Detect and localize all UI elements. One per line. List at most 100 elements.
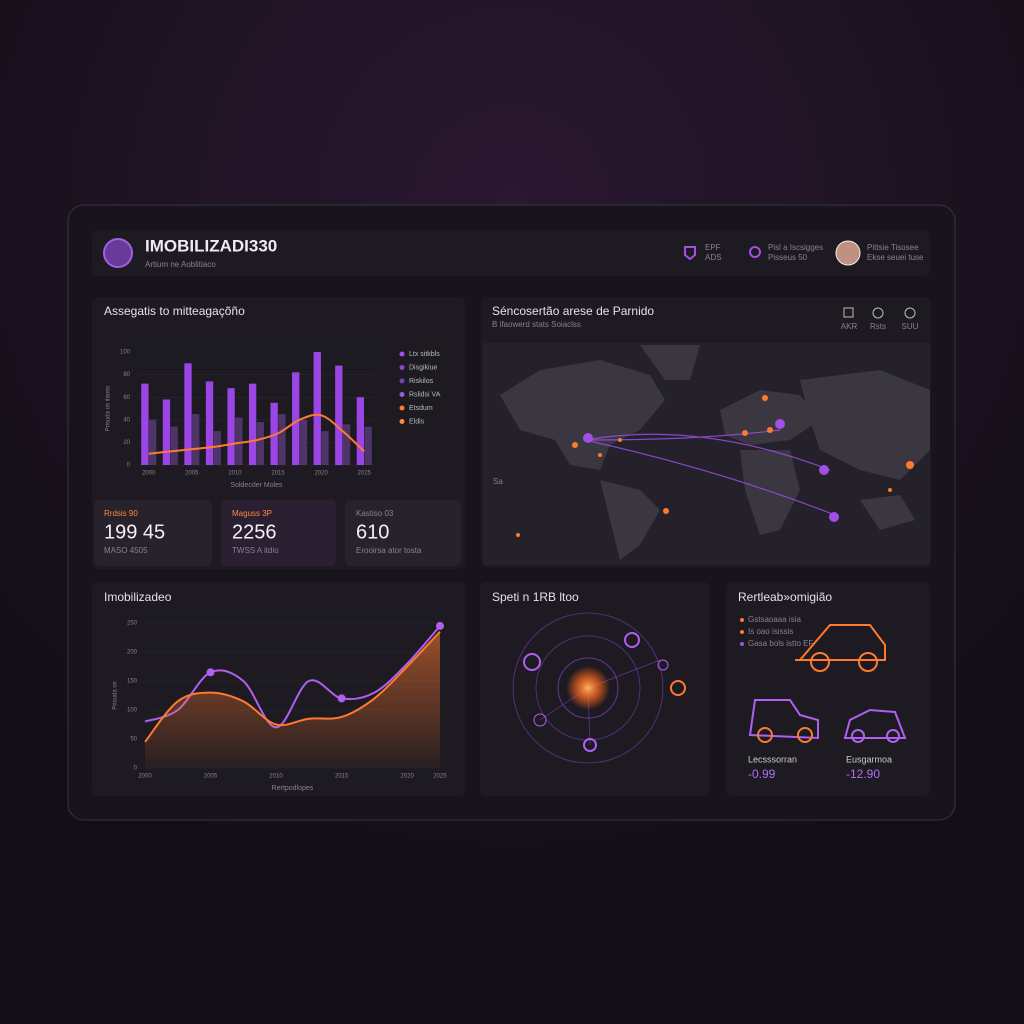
continent [640, 345, 700, 380]
point [436, 621, 444, 630]
bar [162, 399, 171, 465]
header-item: Ekse seuei tuse [867, 253, 924, 262]
panel-title: Assegatis to mitteagaçõño [104, 304, 245, 318]
hotspots [516, 395, 914, 537]
y-tick-label: 150 [127, 679, 138, 685]
y-tick-label: 100 [127, 708, 138, 714]
y-tick-label: 100 [120, 350, 131, 356]
user-avatar[interactable] [835, 240, 861, 266]
metric-label: Eusgarmoa [846, 754, 892, 764]
stat-value: 2256 [232, 521, 277, 543]
panel-title: Rertleab»omigião [738, 590, 832, 604]
stat-label: Maguss 3P [232, 509, 272, 518]
bar [235, 417, 243, 465]
panel-title: Séncosertão arese de Parnido [492, 304, 654, 318]
x-tick-label: 2000 [142, 471, 156, 477]
x-tick-label: 2000 [138, 774, 152, 780]
radar-center [566, 666, 610, 710]
list-item: Is oao isissis [748, 627, 793, 636]
x-tick-label: 2020 [401, 774, 415, 780]
y-tick-label: 0 [134, 766, 138, 772]
header-item: Pisseus 50 [768, 253, 808, 262]
title: IMOBILIZADI330 [145, 236, 277, 255]
bar [227, 388, 235, 465]
header-item: Pittsie Tisosee [867, 243, 919, 252]
continent [860, 495, 915, 530]
control-label: Rsts [870, 322, 886, 331]
stats: Rrdsis 90 199 45 MASO 4505 Maguss 3P 225… [94, 500, 461, 566]
bar [364, 426, 372, 465]
control-icon[interactable] [904, 307, 916, 319]
bar [299, 419, 308, 465]
legend-label: Disgikiue [409, 364, 438, 371]
y-axis-label: Prisuda os [113, 681, 119, 709]
bar [313, 352, 321, 465]
control-label: AKR [841, 322, 858, 331]
continent [500, 360, 665, 470]
stat-card [94, 500, 212, 566]
legend-swatch [399, 419, 405, 424]
x-tick-label: 2025 [358, 471, 372, 477]
stat-card [345, 500, 461, 566]
stat-label: Kastiso 03 [356, 509, 394, 518]
routes [584, 429, 836, 516]
avatar [103, 238, 133, 268]
legend-swatch [399, 405, 405, 411]
stat-caption: TWSS A itdio [232, 546, 279, 555]
bar [278, 414, 286, 465]
x-tick-label: 2015 [335, 774, 349, 780]
legend-swatch [399, 351, 405, 357]
legend-label: Eldis [409, 418, 425, 425]
bullet [740, 642, 744, 646]
bar [335, 365, 343, 465]
control-icon[interactable] [872, 307, 884, 319]
vehicles [748, 624, 907, 743]
header-item: Pisl a Iscsigges [768, 243, 823, 252]
x-tick-label: 2010 [228, 471, 242, 477]
continent [740, 450, 800, 535]
bar [205, 381, 214, 465]
legend-label: Riskilos [409, 378, 434, 385]
pins [583, 419, 839, 522]
stat-value: 610 [356, 521, 389, 543]
bar [248, 383, 257, 465]
subtitle: Artium ne Aoblitiaco [145, 260, 216, 269]
metric-value: -0.99 [748, 767, 776, 781]
legend-swatch [399, 378, 405, 384]
panel-title: Imobilizadeo [104, 590, 172, 604]
bullet [740, 618, 744, 622]
line [148, 413, 365, 455]
list-item: Gstsaoaaa isia [748, 615, 801, 624]
y-tick-label: 40 [123, 417, 130, 423]
x-tick-label: 2005 [204, 774, 218, 780]
line [144, 625, 441, 729]
bar [356, 397, 365, 465]
metric-value: -12.90 [846, 767, 880, 781]
bar [342, 424, 351, 465]
bullet [740, 630, 744, 634]
bar [321, 431, 329, 465]
legend-swatch [399, 392, 405, 397]
metric-label: Lecsssorran [748, 754, 797, 764]
bar [292, 372, 300, 465]
x-axis-label: Rertpodlopes [272, 785, 314, 792]
x-tick-label: 2015 [271, 471, 285, 477]
y-tick-label: 80 [123, 372, 130, 378]
control-label: SUU [902, 322, 919, 331]
y-tick-label: 60 [123, 395, 130, 401]
list-item: Gasa bols istto EF [748, 639, 813, 648]
x-tick-label: 2025 [433, 774, 447, 780]
panel-subtitle: B ifaowerd stats Soiaclss [492, 320, 581, 329]
world-map: Sa [483, 343, 930, 565]
x-axis-label: Soldecder Moles [230, 482, 283, 489]
legend-swatch [399, 365, 405, 370]
icon [749, 246, 761, 258]
icon [684, 246, 696, 261]
point [337, 694, 346, 703]
y-tick-label: 0 [127, 463, 131, 469]
control-icon[interactable] [843, 307, 854, 318]
bar [170, 426, 178, 465]
x-tick-label: 2005 [185, 471, 199, 477]
